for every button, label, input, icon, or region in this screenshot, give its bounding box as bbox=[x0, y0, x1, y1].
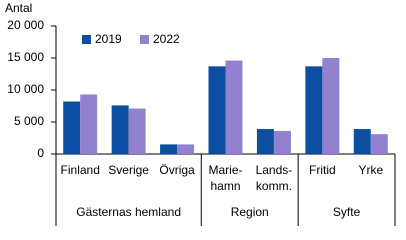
x-tick-label: Marie-hamn bbox=[208, 163, 242, 193]
bar bbox=[305, 66, 323, 154]
x-tick-label: Yrke bbox=[358, 163, 383, 177]
bar bbox=[353, 129, 371, 154]
y-tick-label: 20 000 bbox=[7, 18, 44, 32]
x-tick-label: Lands-komm. bbox=[256, 163, 293, 193]
legend-label: 2022 bbox=[153, 32, 180, 46]
group-label: Gästernas hemland bbox=[76, 205, 181, 219]
x-tick-label: Finland bbox=[61, 163, 100, 177]
bar bbox=[256, 129, 274, 154]
y-tick-label: 0 bbox=[37, 146, 44, 160]
group-label: Region bbox=[231, 205, 269, 219]
x-tick-label: Fritid bbox=[309, 163, 336, 177]
bar bbox=[63, 101, 81, 154]
bar bbox=[208, 66, 226, 154]
bar bbox=[273, 130, 291, 154]
bar bbox=[225, 60, 243, 155]
bar bbox=[160, 144, 178, 154]
legend-label: 2019 bbox=[95, 32, 122, 46]
legend-swatch bbox=[140, 35, 149, 44]
y-tick-label: 5 000 bbox=[14, 114, 44, 128]
bar bbox=[80, 94, 98, 154]
bar bbox=[177, 144, 195, 154]
bar bbox=[370, 134, 388, 154]
group-label: Syfte bbox=[333, 205, 361, 219]
chart: Antal 0 5 000 10 000 15 000 20 000 Finland Sve… bbox=[5, 1, 396, 226]
x-tick-label: Övriga bbox=[159, 163, 195, 177]
legend-swatch bbox=[82, 35, 91, 44]
y-tick-label: 15 000 bbox=[7, 50, 44, 64]
bar bbox=[322, 58, 340, 154]
x-tick-label: Sverige bbox=[108, 163, 149, 177]
bar bbox=[111, 105, 129, 154]
y-tick-label: 10 000 bbox=[7, 82, 44, 96]
y-axis-label: Antal bbox=[5, 1, 32, 15]
bar bbox=[128, 108, 146, 154]
